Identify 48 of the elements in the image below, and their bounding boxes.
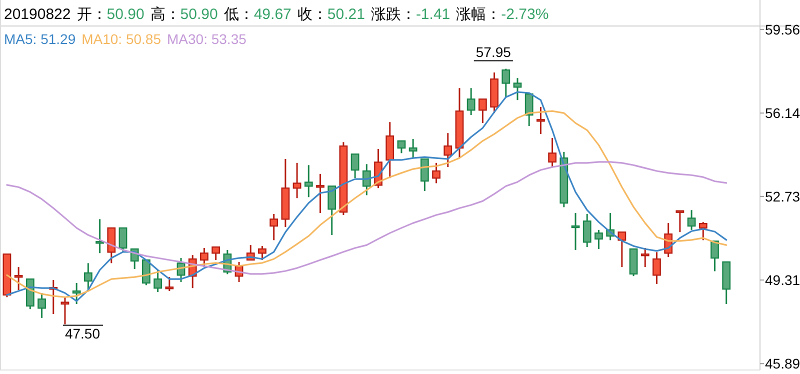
candlestick [513,77,522,101]
candlestick [38,292,46,319]
candlestick [478,98,487,124]
candlestick [316,173,324,214]
candlestick [687,209,696,231]
candlestick [84,262,92,291]
candlestick [200,247,208,268]
y-tick-label: 56.14 [765,105,800,122]
candlestick [710,240,719,272]
candlestick [502,68,510,98]
candlestick [652,251,661,285]
candlestick [362,163,371,196]
candlestick [466,87,476,116]
candlestick [14,266,23,291]
candlestick [386,121,394,179]
candlestick [292,162,302,199]
candlestick [304,164,313,198]
candlestick [582,213,592,248]
candlestick [571,212,580,251]
candlestick [258,245,266,261]
candlestick [212,246,220,261]
y-tick-label: 49.31 [765,272,800,288]
candlestick [328,185,336,236]
candlestick [154,269,162,293]
candlestick [548,137,556,168]
candlestick [432,162,440,184]
y-tick-label: 45.89 [765,356,800,372]
candlestick [618,231,626,268]
candlestick [60,296,70,326]
annotation: 47.50 [64,325,100,342]
candlestick [420,158,429,192]
candlestick [444,132,452,168]
candlestick [397,140,406,154]
candlestick [350,153,360,179]
candlestick [408,138,418,159]
y-tick-label: 52.73 [765,188,800,204]
candlestick [524,93,534,127]
candlestick [676,210,684,233]
candlestick [536,106,545,135]
candlestick [594,229,603,250]
legend: MA5: 51.29 MA10: 50.85 MA30: 53.35 [4,31,246,47]
y-tick-label: 59.56 [765,21,800,38]
candlestick [640,247,650,268]
candlestick [698,221,708,241]
candlestick [118,227,128,253]
candlestick [270,213,278,241]
candlestick [165,276,174,292]
candlestick [72,282,81,305]
